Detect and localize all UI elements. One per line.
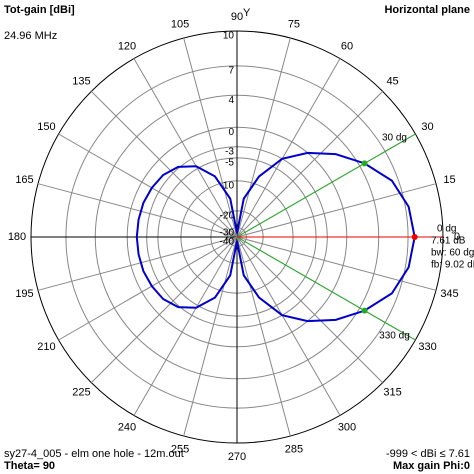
angle-label: 225 — [72, 386, 90, 398]
angle-label: 90 — [231, 11, 243, 23]
file-name: sy27-4_005 - elm one hole - 12m.out — [4, 448, 184, 460]
angle-label: 330 — [418, 341, 436, 353]
angle-label: 150 — [37, 121, 55, 133]
r-tick-label: -5 — [225, 158, 234, 169]
spoke — [236, 236, 291, 437]
r-tick-label: -10 — [220, 181, 235, 192]
marker-note: fb: 9.02 dB — [431, 260, 474, 271]
angle-label: 120 — [118, 40, 136, 52]
chart-title: Tot-gain [dBi] — [4, 4, 75, 16]
angle-label: 255 — [171, 443, 189, 455]
spoke — [236, 236, 341, 416]
spoke — [133, 236, 238, 416]
r-tick-label: 10 — [223, 31, 235, 42]
spoke — [37, 183, 238, 238]
spoke — [236, 183, 437, 238]
angle-label: 165 — [15, 174, 33, 186]
spoke — [90, 90, 238, 238]
spoke — [236, 37, 291, 238]
frequency: 24.96 MHz — [4, 30, 57, 42]
r-tick-label: 0 — [228, 127, 234, 138]
angle-label: 270 — [228, 451, 246, 463]
marker-line — [236, 236, 416, 341]
angle-label: 195 — [15, 288, 33, 300]
max-note: Max gain Phi:0 — [393, 460, 470, 472]
angle-label: 285 — [285, 443, 303, 455]
axis-label: Y — [243, 7, 251, 19]
r-tick-label: 4 — [228, 95, 234, 106]
spoke — [183, 37, 238, 238]
spoke — [58, 236, 238, 341]
spoke — [37, 236, 238, 291]
spoke — [90, 236, 238, 384]
angle-label: 45 — [386, 75, 398, 87]
marker-label: 0 dg — [437, 224, 456, 235]
angle-label: 105 — [171, 18, 189, 30]
spoke — [236, 58, 341, 238]
marker-line — [236, 133, 416, 238]
angle-label: 135 — [72, 75, 90, 87]
spoke — [183, 236, 238, 437]
marker-note: bw: 60 dg — [431, 248, 474, 259]
marker-dot — [361, 160, 368, 167]
marker-dot — [411, 234, 418, 240]
r-tick-label: -20 — [220, 211, 235, 222]
range-note: -999 < dBi ≤ 7.61 — [386, 448, 470, 460]
r-tick-label: 7 — [228, 66, 234, 77]
r-tick-label: -40 — [220, 237, 235, 248]
marker-note: 7.61 dB — [431, 236, 466, 247]
marker-label: 30 dg — [382, 133, 407, 144]
theta-note: Theta= 90 — [4, 460, 55, 472]
r-tick-label: -3 — [225, 146, 234, 157]
r-tick-label: -30 — [220, 227, 235, 238]
angle-label: 0 — [454, 231, 460, 243]
angle-label: 180 — [8, 231, 26, 243]
angle-label: 75 — [288, 18, 300, 30]
angle-label: 315 — [383, 386, 401, 398]
angle-label: 240 — [118, 421, 136, 433]
angle-label: 30 — [421, 121, 433, 133]
spoke — [236, 236, 384, 384]
marker-label: 330 dg — [379, 331, 410, 342]
angle-label: 300 — [338, 421, 356, 433]
angle-label: 15 — [443, 174, 455, 186]
spoke — [58, 133, 238, 238]
angle-label: 60 — [341, 40, 353, 52]
marker-dot — [361, 307, 368, 314]
angle-label: 210 — [37, 341, 55, 353]
angle-label: 345 — [440, 288, 458, 300]
plane: Horizontal plane — [384, 4, 470, 16]
spoke — [236, 236, 437, 291]
pattern — [135, 151, 416, 323]
spoke — [236, 90, 384, 238]
spoke — [133, 58, 238, 238]
